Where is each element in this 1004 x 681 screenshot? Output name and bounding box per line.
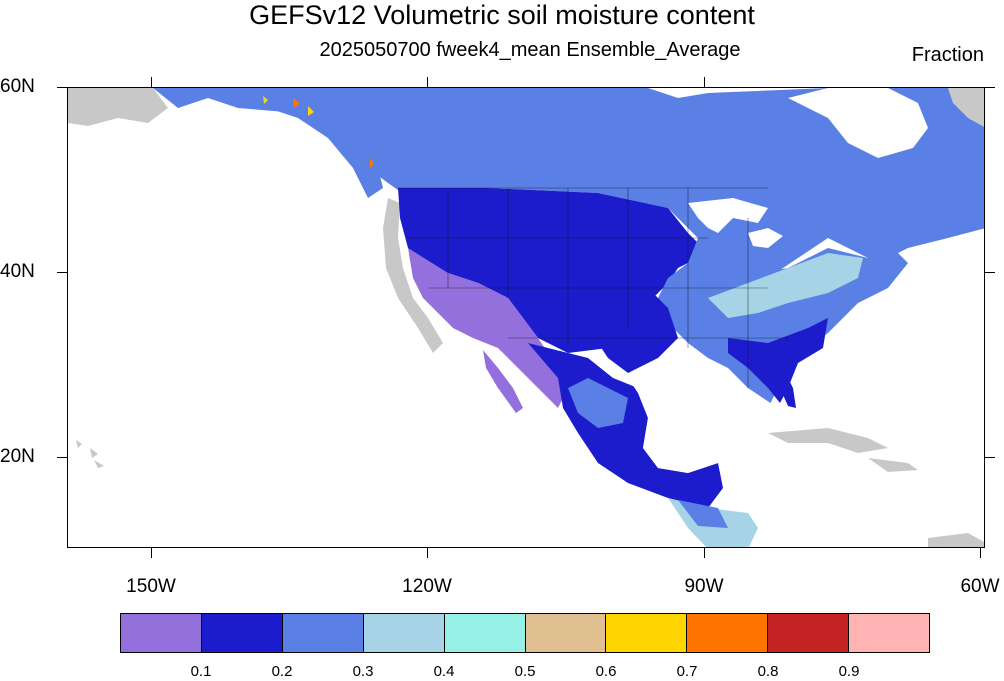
colorbar-tick-label: 0.9 [838, 663, 860, 680]
colorbar-swatch [849, 614, 930, 652]
colorbar-swatch [444, 614, 526, 652]
lon-tick-top [427, 77, 428, 87]
colorbar-swatch [768, 614, 850, 652]
lat-tick-right [985, 87, 995, 88]
texas-region [588, 288, 678, 373]
colorbar-swatch [687, 614, 769, 652]
greenland-edge [948, 88, 984, 127]
us-west-coast [383, 198, 443, 353]
colorbar-tick-label: 0.6 [595, 663, 617, 680]
colorbar-swatch [606, 614, 688, 652]
colorbar-tick-label: 0.7 [676, 663, 698, 680]
lon-tick [980, 548, 981, 558]
gulf-of-mexico [628, 373, 778, 473]
lon-label-120w: 120W [402, 576, 452, 597]
baja-region [483, 350, 523, 413]
lat-label-60n: 60N [0, 76, 35, 97]
canada-region [153, 88, 984, 278]
chart-title: GEFSv12 Volumetric soil moisture content [249, 0, 755, 30]
colorbar-swatch [282, 614, 364, 652]
colorbar-swatch [121, 614, 202, 652]
lat-tick [57, 87, 67, 88]
lat-tick [57, 457, 67, 458]
colorbar [120, 613, 930, 653]
lon-label-60w: 60W [960, 576, 1000, 597]
lon-tick-top [704, 77, 705, 87]
colorbar-swatch [201, 614, 283, 652]
colorbar-tick-label: 0.3 [352, 663, 374, 680]
florida [768, 363, 796, 408]
colorbar-tick-label: 0.1 [190, 663, 212, 680]
caribbean-islands [768, 428, 888, 453]
alaska-landmass [68, 88, 168, 126]
us-southeast [728, 318, 828, 403]
colorbar-tick-label: 0.8 [757, 663, 779, 680]
hawaii-islands [76, 440, 104, 468]
soil-moisture-map [68, 88, 984, 547]
lon-label-90w: 90W [684, 576, 724, 597]
lat-tick [57, 272, 67, 273]
hudson-bay [788, 88, 928, 158]
lat-tick-right [985, 272, 995, 273]
lon-tick [704, 548, 705, 558]
lon-tick [427, 548, 428, 558]
lat-label-40n: 40N [0, 261, 35, 282]
colorbar-tick-label: 0.2 [271, 663, 293, 680]
lat-tick-right [985, 457, 995, 458]
appalachian-band [708, 253, 863, 318]
lon-tick [151, 548, 152, 558]
lon-tick-top [151, 77, 152, 87]
colorbar-swatch [363, 614, 445, 652]
colorbar-tick-label: 0.4 [433, 663, 455, 680]
units-label: Fraction [911, 44, 984, 66]
colorbar-tick-label: 0.5 [514, 663, 536, 680]
map-plot-area [67, 87, 985, 548]
chart-subtitle: 2025050700 fweek4_mean Ensemble_Average [319, 39, 741, 61]
lat-label-20n: 20N [0, 446, 35, 467]
state-boundaries [398, 187, 788, 388]
colorbar-swatch [525, 614, 607, 652]
great-lakes [688, 198, 768, 233]
lon-label-150w: 150W [126, 576, 176, 597]
